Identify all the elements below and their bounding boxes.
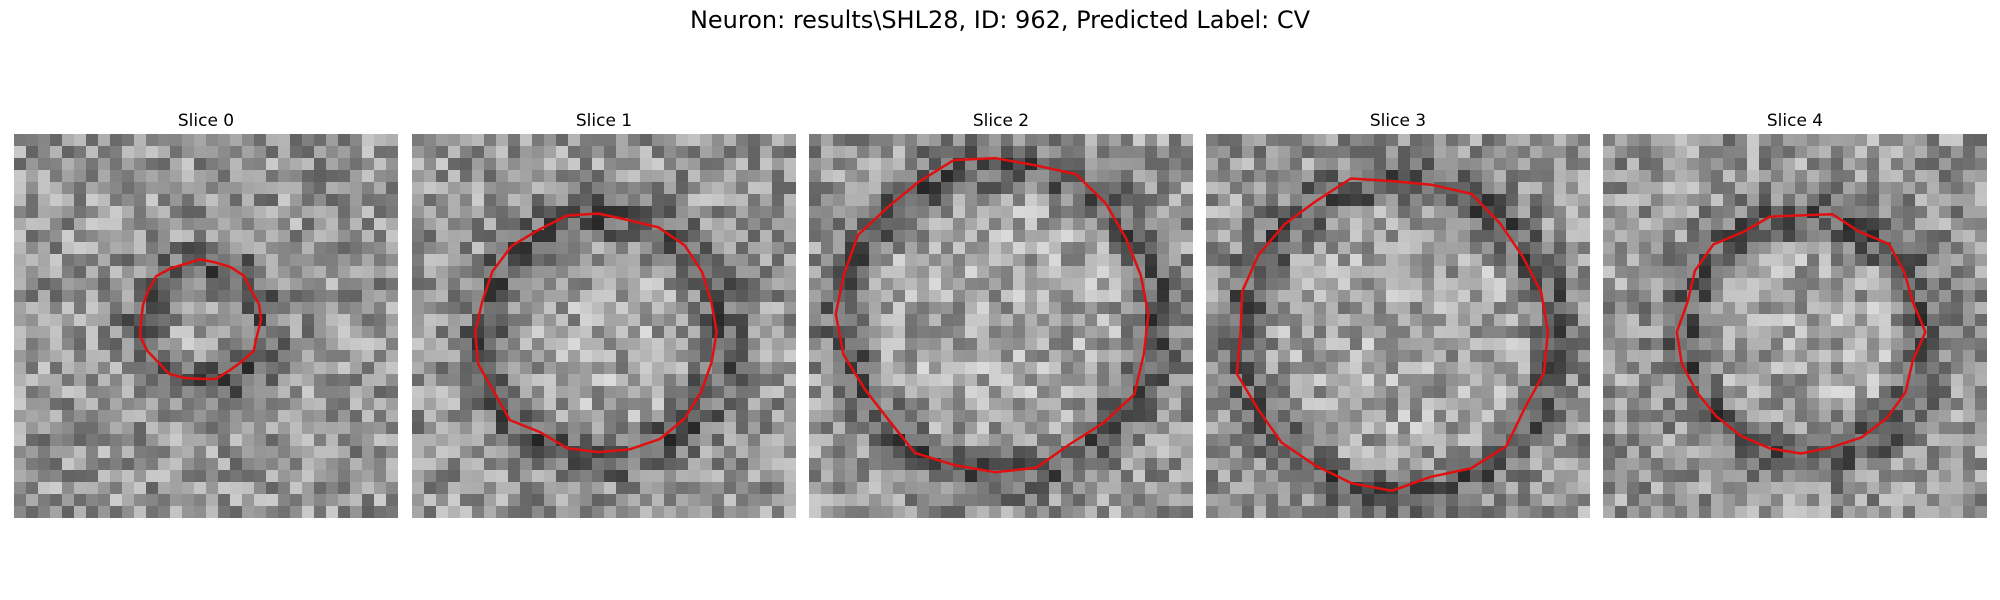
slice-image-2 [809,134,1193,518]
neuron-contour [473,212,718,454]
neuron-contour [138,258,263,381]
slice-panel-1: Slice 1 [412,108,796,518]
neuron-contour [1675,213,1927,455]
slice-title-3: Slice 3 [1369,111,1427,131]
neuron-contour [1235,177,1550,493]
slice-title-2: Slice 2 [972,111,1030,131]
figure-title: Neuron: results\SHL28, ID: 962, Predicte… [689,6,1311,34]
slice-title-4: Slice 4 [1766,111,1824,131]
slice-title-0: Slice 0 [177,111,235,131]
slice-panel-0: Slice 0 [14,108,398,518]
neuron-contour [834,156,1150,474]
slice-image-0 [14,134,398,518]
pixel-grid [809,134,1193,518]
slice-panel-2: Slice 2 [809,108,1193,518]
slice-title-1: Slice 1 [575,111,633,131]
slice-panel-4: Slice 4 [1603,108,1987,518]
slice-panel-3: Slice 3 [1206,108,1590,518]
pixel-grid [1206,134,1590,518]
pixel-grid [412,134,796,518]
slice-image-3 [1206,134,1590,518]
slice-image-1 [412,134,796,518]
pixel-grid [14,134,398,518]
pixel-grid [1603,134,1987,518]
slice-image-4 [1603,134,1987,518]
